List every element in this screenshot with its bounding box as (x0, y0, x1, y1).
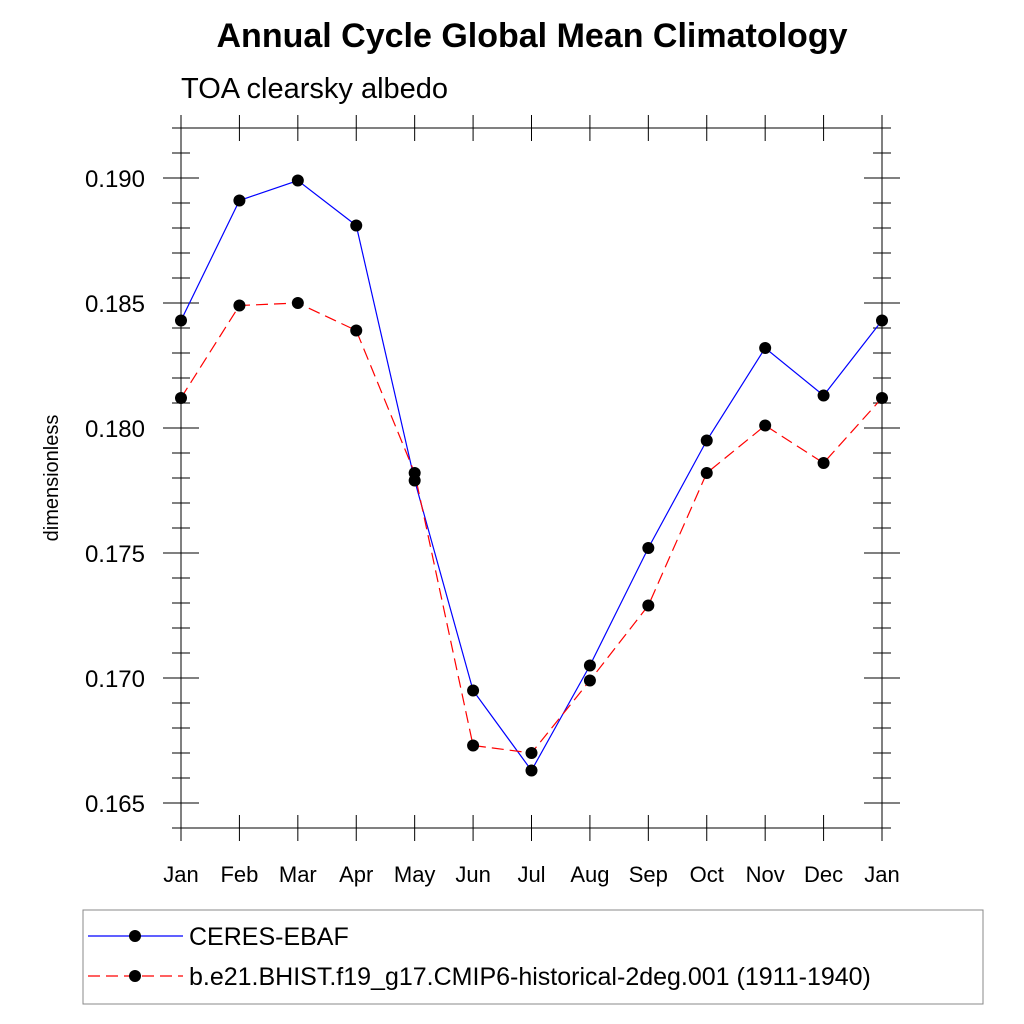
legend-marker-2 (129, 970, 141, 982)
legend: CERES-EBAF b.e21.BHIST.f19_g17.CMIP6-hist… (88, 923, 871, 991)
series-2-point (233, 299, 246, 312)
y-tick-label: 0.165 (85, 791, 145, 818)
series-1-point (233, 194, 246, 207)
x-tick-label: Sep (629, 862, 668, 887)
series-2-point (467, 739, 480, 752)
x-axis-ticks: Jan Feb Mar Apr May Jun Jul Aug Sep Oct Nov Dec Jan (163, 115, 900, 887)
x-tick-label: Oct (690, 862, 724, 887)
x-tick-label: Aug (570, 862, 609, 887)
series-1-point (876, 314, 888, 327)
x-tick-label: Jul (517, 862, 545, 887)
series-1-point (291, 174, 304, 187)
x-tick-label: Dec (804, 862, 843, 887)
series-line-2 (180, 302, 883, 754)
series-2-point (175, 392, 187, 404)
series-2-point (350, 324, 363, 337)
legend-marker-1 (129, 930, 141, 942)
y-axis-ticks: 0.165 0.170 0.175 0.180 0.185 0.190 (85, 127, 900, 829)
legend-box (82, 909, 984, 1005)
series-2-point (525, 747, 538, 759)
series-1-point (759, 342, 772, 354)
series-2-point (700, 467, 713, 479)
y-tick-label: 0.175 (85, 541, 145, 568)
x-tick-label: Jun (455, 862, 490, 887)
y-tick-label: 0.180 (85, 416, 145, 443)
series-2-point (408, 467, 421, 479)
chart-title: Annual Cycle Global Mean Climatology (217, 17, 848, 55)
x-tick-label: Apr (339, 862, 373, 887)
plot-frame (180, 127, 883, 829)
y-axis-label: dimensionless (41, 415, 63, 542)
series-2-point (642, 599, 655, 612)
x-tick-label: Jan (163, 862, 198, 887)
series-2-point (583, 674, 596, 687)
x-tick-label: May (394, 862, 436, 887)
series-2-point (759, 419, 772, 432)
series-layer (175, 174, 888, 777)
legend-label-1: CERES-EBAF (189, 923, 349, 951)
y-tick-label: 0.190 (85, 166, 145, 193)
chart-subtitle: TOA clearsky albedo (181, 73, 448, 105)
series-2-point (817, 457, 830, 469)
x-tick-label: Jan (864, 862, 899, 887)
series-1-point (175, 314, 187, 327)
series-1-point (350, 219, 363, 232)
x-tick-label: Feb (220, 862, 258, 887)
series-line-1 (180, 179, 883, 772)
series-1-point (525, 764, 538, 777)
legend-label-2: b.e21.BHIST.f19_g17.CMIP6-historical-2de… (189, 963, 871, 991)
series-2-point (291, 297, 304, 309)
series-1-point (817, 389, 830, 402)
series-1-point (467, 684, 480, 697)
y-tick-label: 0.185 (85, 291, 145, 318)
series-1-point (642, 542, 655, 554)
x-tick-label: Mar (279, 862, 317, 887)
series-2-point (876, 392, 888, 404)
series-1-point (700, 434, 713, 447)
x-tick-label: Nov (746, 862, 785, 887)
series-1-point (583, 659, 596, 672)
y-tick-label: 0.170 (85, 666, 145, 693)
